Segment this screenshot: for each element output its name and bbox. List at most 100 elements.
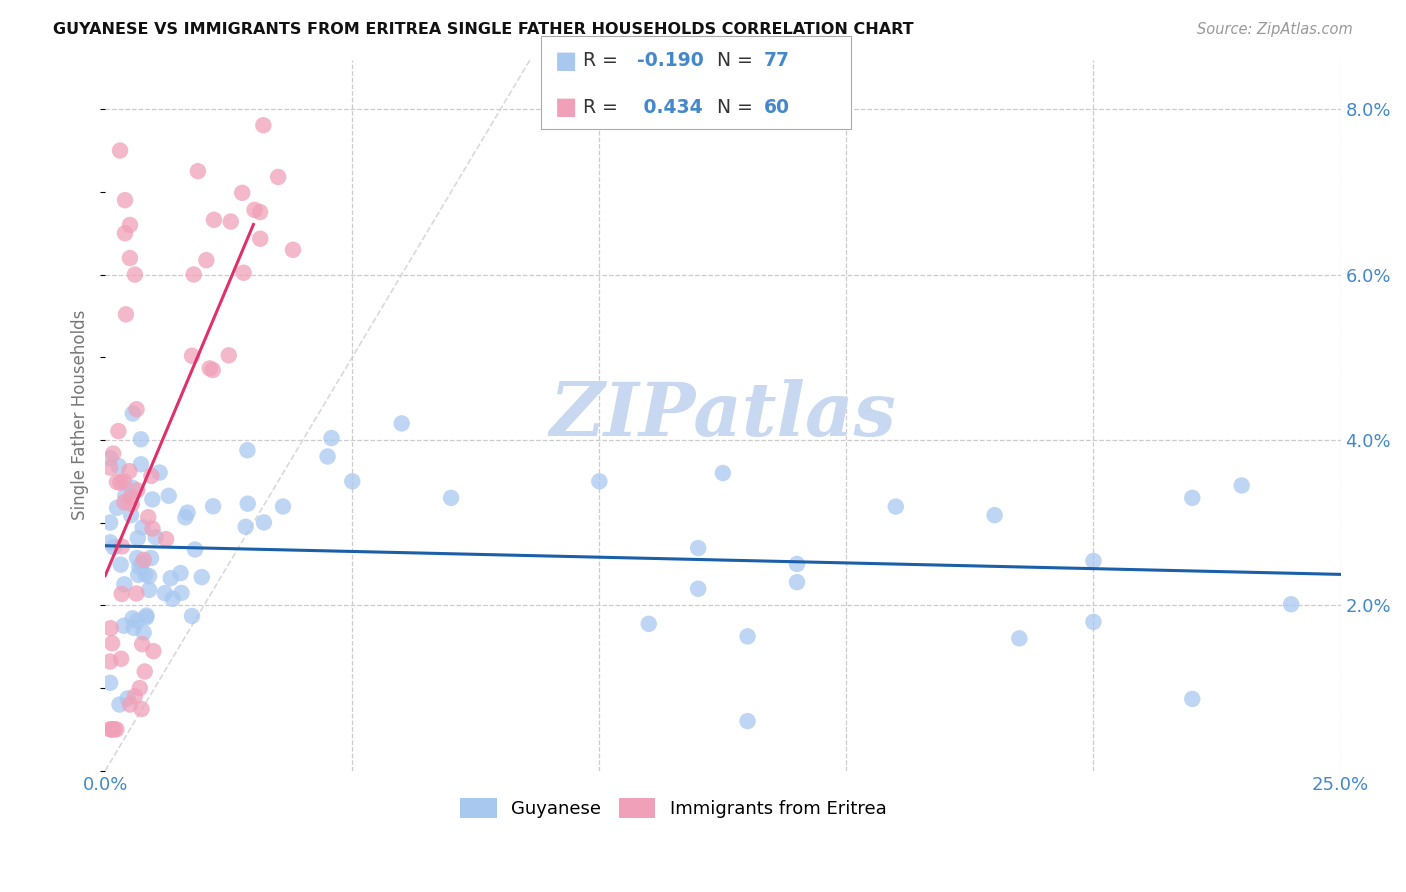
Point	[391, 417, 413, 431]
Point	[112, 577, 135, 591]
Point	[316, 450, 339, 464]
Point	[141, 522, 163, 536]
Text: R =: R =	[583, 97, 624, 117]
Point	[141, 492, 163, 507]
Point	[198, 361, 221, 376]
Point	[98, 516, 121, 530]
Point	[105, 475, 128, 489]
Point	[125, 614, 148, 628]
Point	[170, 586, 193, 600]
Point	[218, 348, 240, 362]
Point	[111, 540, 134, 554]
Point	[103, 723, 125, 737]
Point	[149, 466, 172, 480]
Point	[159, 571, 181, 585]
Point	[637, 616, 659, 631]
Point	[135, 608, 157, 623]
Point	[232, 266, 254, 280]
Text: 60: 60	[763, 97, 789, 117]
Point	[342, 475, 364, 489]
Point	[202, 500, 225, 514]
Point	[134, 665, 156, 679]
Point	[1181, 491, 1204, 505]
Point	[267, 169, 290, 184]
Text: -0.190: -0.190	[637, 51, 703, 70]
Point	[129, 458, 152, 472]
Point	[132, 625, 155, 640]
Point	[118, 698, 141, 712]
Point	[131, 557, 153, 571]
Point	[201, 363, 224, 377]
Point	[127, 567, 149, 582]
Point	[125, 402, 148, 417]
Point	[235, 520, 257, 534]
Point	[187, 164, 209, 178]
Point	[249, 232, 271, 246]
Point	[98, 460, 121, 475]
Y-axis label: Single Father Households: Single Father Households	[72, 310, 89, 520]
Point	[107, 424, 129, 438]
Point	[121, 611, 143, 625]
Point	[236, 497, 259, 511]
Text: N =: N =	[717, 97, 759, 117]
Point	[115, 307, 138, 321]
Point	[110, 475, 132, 490]
Text: ■: ■	[555, 95, 578, 119]
Point	[103, 446, 125, 460]
Point	[1230, 478, 1253, 492]
Point	[108, 144, 131, 158]
Point	[100, 621, 122, 635]
Point	[98, 723, 121, 737]
Point	[105, 723, 128, 737]
Point	[145, 530, 167, 544]
Point	[195, 253, 218, 268]
Text: ■: ■	[555, 49, 578, 72]
Point	[252, 118, 274, 132]
Text: 0.434: 0.434	[637, 97, 703, 117]
Point	[112, 618, 135, 632]
Point	[127, 483, 149, 498]
Point	[737, 629, 759, 643]
Point	[183, 268, 205, 282]
Point	[131, 520, 153, 534]
Point	[112, 495, 135, 509]
Point	[118, 464, 141, 478]
Point	[983, 508, 1005, 523]
Point	[181, 349, 204, 363]
Point	[98, 535, 121, 549]
Point	[253, 516, 276, 530]
Point	[176, 506, 198, 520]
Point	[281, 243, 304, 257]
Point	[118, 251, 141, 265]
Point	[1008, 632, 1031, 646]
Point	[110, 652, 132, 666]
Point	[141, 468, 163, 483]
Point	[153, 586, 176, 600]
Point	[118, 218, 141, 232]
Point	[688, 541, 710, 555]
Point	[786, 575, 808, 590]
Point	[103, 541, 125, 555]
Point	[121, 481, 143, 495]
Point	[1083, 615, 1105, 629]
Point	[181, 609, 204, 624]
Point	[114, 226, 136, 240]
Point	[786, 557, 808, 571]
Point	[271, 500, 294, 514]
Point	[219, 214, 242, 228]
Point	[243, 202, 266, 217]
Point	[231, 186, 253, 200]
Point	[98, 451, 121, 466]
Point	[100, 723, 122, 737]
Point	[139, 551, 162, 566]
Point	[131, 637, 153, 651]
Point	[155, 532, 177, 546]
Point	[98, 676, 121, 690]
Point	[121, 407, 143, 421]
Point	[132, 553, 155, 567]
Point	[588, 475, 610, 489]
Point	[711, 466, 734, 480]
Point	[127, 531, 149, 545]
Point	[112, 475, 135, 489]
Point	[122, 621, 145, 635]
